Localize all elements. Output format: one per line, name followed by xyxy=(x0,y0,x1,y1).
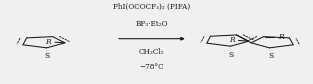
Text: R: R xyxy=(45,38,51,46)
Text: BF₃·Et₂O: BF₃·Et₂O xyxy=(136,20,168,28)
Text: S: S xyxy=(228,51,233,59)
Text: PhI(OCOCF₃)₂ (PIFA): PhI(OCOCF₃)₂ (PIFA) xyxy=(113,2,190,10)
Text: CH₂Cl₂: CH₂Cl₂ xyxy=(139,48,165,56)
Text: R: R xyxy=(278,33,284,41)
Text: S: S xyxy=(268,52,274,60)
Text: −78°C: −78°C xyxy=(140,63,164,71)
Text: R: R xyxy=(229,36,234,44)
Text: S: S xyxy=(45,52,50,60)
